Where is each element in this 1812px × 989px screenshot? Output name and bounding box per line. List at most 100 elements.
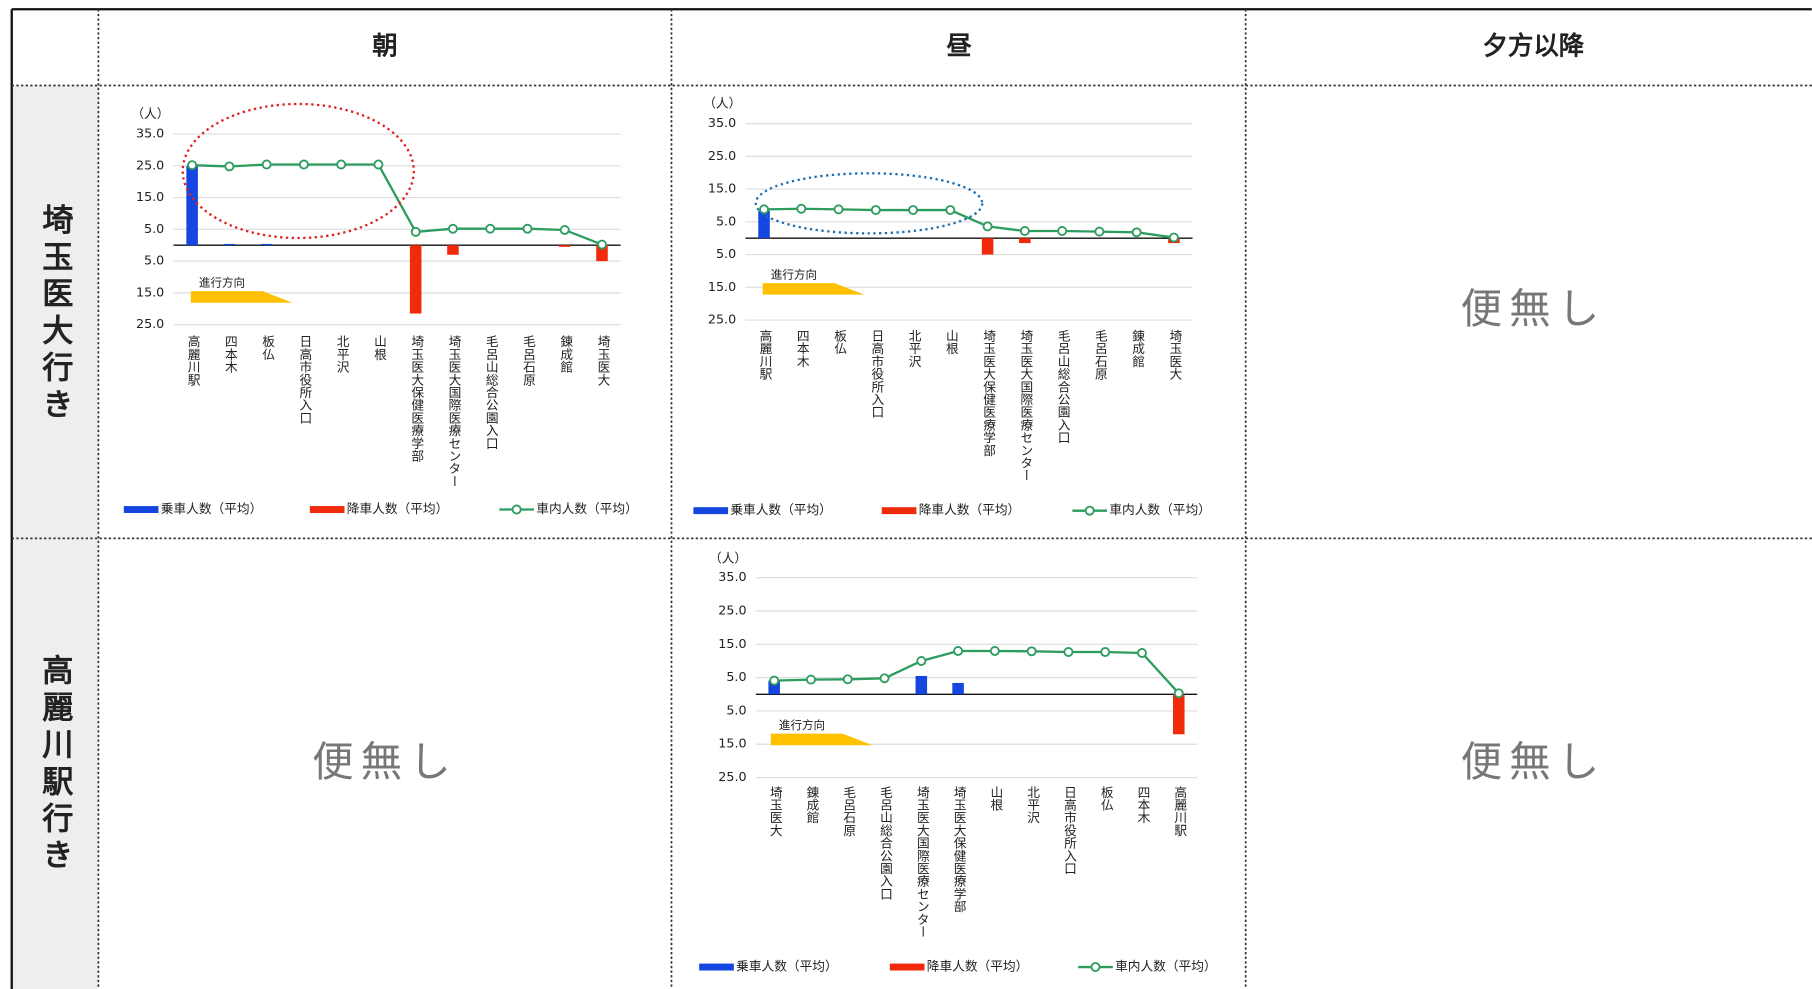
direction-label: 進行方向 [779, 718, 825, 732]
bar [915, 675, 928, 695]
bar [409, 245, 422, 314]
y-tick-label: 5.0 [716, 213, 736, 228]
direction-arrow [190, 291, 293, 303]
line-marker [187, 160, 198, 171]
line-marker [953, 646, 964, 656]
line [192, 163, 603, 246]
legend-swatch [889, 963, 925, 971]
y-tick-label: 25.0 [708, 148, 736, 163]
row-header: 埼玉医大行き [36, 203, 74, 425]
line [764, 207, 1175, 239]
line-marker [1019, 226, 1030, 236]
y-tick-label: 15.0 [136, 189, 164, 204]
bar [260, 243, 273, 246]
legend-swatch [699, 963, 734, 971]
x-tick-label: 毛呂石原 [1093, 329, 1108, 380]
row-header-bg [11, 85, 99, 989]
x-tick-label: 埼玉医大国際医療センター [1018, 329, 1033, 481]
x-tick-label: 埼玉医大 [1167, 329, 1182, 380]
x-tick-label: 板仏 [832, 329, 847, 355]
y-tick-label: 15.0 [708, 181, 736, 196]
x-tick-label: 四本木 [223, 335, 238, 374]
legend-swatch [511, 504, 522, 515]
bar [981, 238, 994, 255]
x-tick-label: 山根 [372, 335, 387, 361]
line-marker [261, 159, 272, 170]
line-marker [982, 221, 993, 232]
x-tick-label: 毛呂山総合公園入口 [1056, 329, 1071, 444]
bar [558, 245, 571, 247]
y-tick-label: 15.0 [718, 736, 746, 751]
highlight-ellipse [181, 102, 415, 240]
legend-label: 降車人数（平均） [919, 502, 1021, 517]
bar [447, 245, 459, 255]
x-tick-label: 高麗川駅 [758, 328, 773, 381]
y-tick-label: 35.0 [136, 126, 164, 141]
x-tick-label: 埼玉医大国際医療センター [446, 335, 461, 487]
highlight-ellipse [754, 172, 984, 235]
x-tick-label: 北平沢 [1025, 786, 1040, 825]
x-tick-label: 埼玉医大保健医療学部 [981, 329, 996, 456]
bar [758, 210, 770, 239]
y-unit-label: （人） [703, 95, 741, 110]
legend-label: 車内人数（平均） [1115, 959, 1217, 974]
y-tick-label: 35.0 [708, 115, 736, 130]
x-tick-label: 毛呂石原 [841, 786, 856, 837]
line-marker [1137, 648, 1147, 658]
line-marker [759, 204, 770, 215]
legend-swatch [1090, 962, 1101, 973]
line-marker [522, 223, 533, 234]
row-header: 高麗川駅行き [36, 654, 74, 876]
y-tick-label: 25.0 [718, 769, 746, 784]
bar [768, 680, 780, 695]
line [774, 649, 1180, 695]
legend-swatch [1084, 505, 1095, 516]
x-tick-label: 北平沢 [907, 329, 922, 368]
x-tick-label: 埼玉医大国際医療センター [915, 786, 930, 938]
line-marker [870, 205, 881, 216]
y-tick-label: 15.0 [718, 636, 746, 651]
x-tick-label: 高麗川駅 [186, 334, 201, 387]
line-marker [559, 225, 570, 235]
y-tick-label: 5.0 [144, 221, 164, 236]
y-tick-label: 15.0 [136, 284, 164, 299]
line-marker [224, 161, 235, 172]
y-tick-label: 5.0 [726, 669, 746, 684]
y-unit-label: （人） [131, 106, 169, 121]
direction-label: 進行方向 [199, 276, 245, 290]
legend-label: 降車人数（平均） [347, 501, 448, 516]
x-tick-label: 山根 [944, 329, 959, 355]
line-marker [447, 223, 458, 234]
x-tick-label: 毛呂山総合公園入口 [484, 335, 499, 450]
column-header: 昼 [946, 30, 972, 60]
x-tick-label: 日高市役所入口 [1062, 786, 1077, 875]
y-tick-label: 25.0 [136, 316, 164, 331]
line-marker [298, 159, 309, 170]
bar [1172, 694, 1185, 735]
x-tick-label: 四本木 [1135, 786, 1150, 825]
x-tick-label: 埼玉医大保健医療学部 [952, 786, 967, 913]
line-marker [1057, 226, 1068, 236]
direction-arrow [770, 733, 873, 746]
line-marker [796, 203, 807, 214]
legend-swatch [881, 507, 917, 515]
x-tick-label: 毛呂石原 [521, 335, 536, 386]
x-tick-label: 錬成館 [804, 786, 819, 825]
x-tick-label: 高麗川駅 [1172, 785, 1187, 838]
x-tick-label: 山根 [988, 786, 1003, 812]
x-tick-label: 四本木 [795, 329, 810, 368]
line-marker [769, 675, 780, 686]
line-marker [1173, 688, 1184, 699]
no-service: 便無し [1461, 284, 1607, 333]
x-tick-label: 錬成館 [1130, 329, 1145, 368]
line-marker [485, 223, 496, 234]
line-marker [1168, 232, 1179, 243]
bar [223, 243, 236, 246]
x-tick-label: 板仏 [260, 335, 275, 361]
y-tick-label: 35.0 [718, 569, 746, 584]
line-marker [597, 239, 607, 250]
x-tick-label: 日高市役所入口 [297, 335, 312, 424]
line-marker [410, 226, 421, 237]
line-marker [908, 205, 919, 216]
